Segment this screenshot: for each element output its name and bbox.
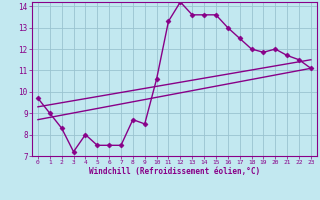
X-axis label: Windchill (Refroidissement éolien,°C): Windchill (Refroidissement éolien,°C) [89, 167, 260, 176]
